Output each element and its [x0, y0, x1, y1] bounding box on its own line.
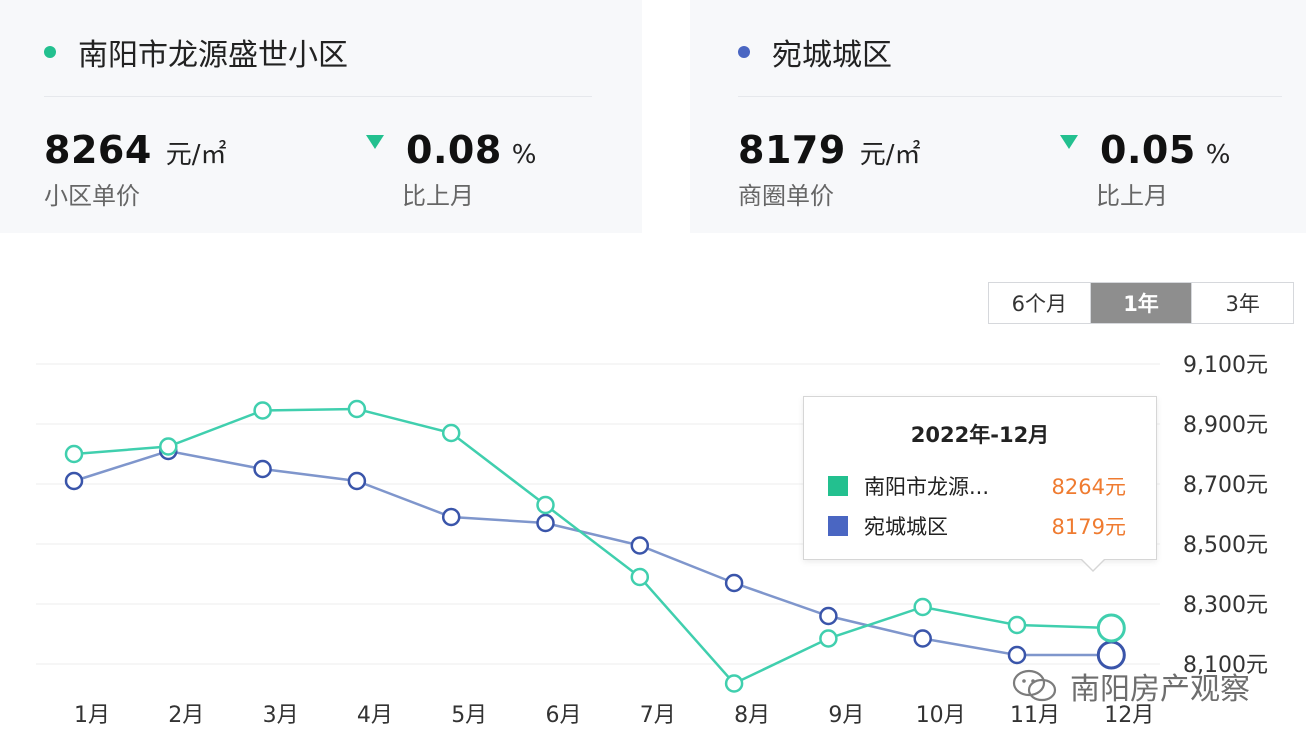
range-tabs: 6个月 1年 3年 [988, 282, 1294, 324]
community-title: 南阳市龙源盛世小区 [44, 30, 348, 74]
district-change-value: 0.05 [1100, 128, 1196, 172]
district-price-unit: 元/㎡ [859, 140, 921, 170]
price-trend-chart: 8,100元 8,300元 8,500元 8,700元 8,900元 9,100元 1月 2月… [36, 353, 1268, 728]
x-tick-label: 9月 [828, 703, 864, 728]
community-price: 8264 元/㎡ 小区单价 [44, 128, 227, 211]
data-point[interactable] [536, 513, 555, 533]
x-tick-label: 4月 [357, 703, 393, 728]
tooltip-row-community: 南阳市龙源... 8264元 [828, 471, 1126, 501]
data-point[interactable] [64, 471, 84, 491]
community-change-value: 0.08 [406, 128, 502, 172]
legend-swatch [828, 516, 848, 536]
community-price-unit: 元/㎡ [165, 140, 227, 170]
divider [44, 96, 592, 97]
watermark-text: 南阳房产观察 [1070, 672, 1250, 707]
data-point[interactable] [253, 401, 272, 420]
data-point[interactable] [347, 471, 367, 491]
data-point[interactable] [819, 629, 838, 648]
down-triangle-icon [366, 135, 384, 149]
chart-tooltip: 2022年-12月 南阳市龙源... 8264元 宛城城区 8179元 [803, 396, 1157, 572]
data-point[interactable] [630, 567, 650, 587]
community-change: 0.08% 比上月 [366, 128, 536, 211]
data-point[interactable] [1007, 615, 1027, 635]
x-tick-label: 7月 [640, 703, 676, 728]
district-price: 8179 元/㎡ 商圈单价 [738, 128, 921, 211]
y-tick-label: 8,500元 [1183, 533, 1268, 558]
district-change: 0.05% 比上月 [1060, 128, 1230, 211]
data-point[interactable] [913, 629, 932, 648]
district-card: 宛城城区 8179 元/㎡ 商圈单价 0.05% 比上月 [690, 0, 1306, 233]
watermark: 南阳房产观察 [1010, 664, 1250, 708]
x-tick-label: 6月 [546, 703, 582, 728]
y-tick-label: 8,700元 [1183, 473, 1268, 498]
series-line [73, 449, 1112, 657]
tooltip-caret [1080, 558, 1106, 572]
district-dot-icon [738, 46, 750, 58]
x-tick-label: 2月 [168, 703, 204, 728]
y-tick-label: 8,300元 [1183, 593, 1268, 618]
x-tick-label: 10月 [916, 703, 966, 728]
x-tick-label: 1月 [74, 703, 110, 728]
district-change-unit: % [1205, 140, 1231, 170]
data-point[interactable] [253, 459, 272, 479]
district-title: 宛城城区 [738, 30, 892, 74]
data-point[interactable] [913, 597, 932, 617]
series-line [73, 407, 1112, 686]
data-point[interactable] [64, 444, 84, 464]
community-card: 南阳市龙源盛世小区 8264 元/㎡ 小区单价 0.08% 比上月 [0, 0, 642, 233]
data-point[interactable] [441, 507, 461, 527]
x-tick-label: 11月 [1010, 703, 1060, 728]
data-point[interactable] [536, 495, 555, 515]
x-tick-label: 8月 [734, 703, 770, 728]
community-price-label: 小区单价 [44, 182, 140, 210]
data-point[interactable] [347, 399, 367, 419]
y-tick-label: 9,100元 [1183, 353, 1268, 378]
community-change-unit: % [511, 140, 537, 170]
legend-swatch [828, 476, 848, 496]
data-point[interactable] [441, 423, 461, 443]
tab-6-months[interactable]: 6个月 [1011, 292, 1068, 316]
wechat-logo-icon [1012, 669, 1057, 702]
tooltip-row-value: 8264元 [1051, 475, 1126, 499]
data-point[interactable] [819, 606, 838, 626]
district-price-value: 8179 [738, 128, 846, 172]
district-change-label: 比上月 [1096, 182, 1168, 210]
data-point[interactable] [1096, 613, 1126, 643]
x-tick-label: 3月 [263, 703, 299, 728]
community-change-label: 比上月 [402, 182, 474, 210]
tooltip-row-name: 南阳市龙源... [864, 475, 990, 499]
tooltip-row-name: 宛城城区 [864, 515, 948, 539]
y-tick-label: 8,100元 [1183, 653, 1268, 678]
data-point[interactable] [1007, 645, 1027, 665]
district-price-label: 商圈单价 [738, 182, 834, 210]
data-point[interactable] [630, 536, 650, 555]
tooltip-title: 2022年-12月 [910, 423, 1050, 447]
community-price-value: 8264 [44, 128, 152, 172]
tooltip-row-value: 8179元 [1051, 515, 1126, 539]
tab-1-year[interactable]: 1年 [1089, 283, 1192, 323]
data-point[interactable] [159, 437, 178, 456]
data-point[interactable] [724, 674, 744, 693]
x-tick-label: 12月 [1104, 703, 1154, 728]
district-title-text: 宛城城区 [772, 38, 892, 73]
data-point[interactable] [724, 573, 744, 593]
tab-3-years[interactable]: 3年 [1191, 283, 1293, 323]
divider [738, 96, 1282, 97]
y-tick-label: 8,900元 [1183, 413, 1268, 438]
community-dot-icon [44, 46, 56, 58]
community-title-text: 南阳市龙源盛世小区 [78, 38, 348, 73]
tooltip-row-district: 宛城城区 8179元 [828, 511, 1126, 541]
x-tick-label: 5月 [451, 703, 487, 728]
down-triangle-icon [1060, 135, 1078, 149]
